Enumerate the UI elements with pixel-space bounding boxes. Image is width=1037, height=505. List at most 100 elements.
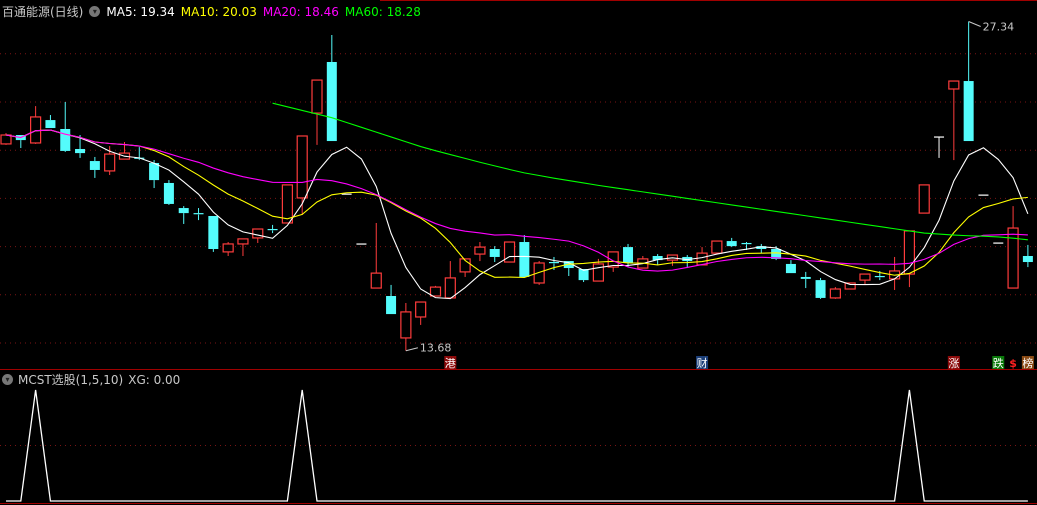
candle-body bbox=[785, 263, 796, 274]
candle bbox=[934, 136, 945, 158]
event-marker[interactable]: 跌 bbox=[992, 356, 1005, 370]
annotation-arrow-icon bbox=[405, 347, 418, 352]
candle bbox=[386, 284, 397, 315]
candle bbox=[637, 255, 649, 269]
candle-body bbox=[800, 276, 811, 279]
candle-body bbox=[548, 262, 559, 264]
candle-body bbox=[578, 269, 589, 281]
candle-body bbox=[341, 193, 352, 195]
candle-body bbox=[489, 249, 500, 257]
candle bbox=[756, 243, 767, 254]
candle-body bbox=[75, 148, 86, 154]
event-marker[interactable]: 港 bbox=[444, 356, 457, 370]
candle-body bbox=[267, 228, 278, 231]
event-marker-bg bbox=[444, 356, 457, 369]
candle-body bbox=[415, 301, 427, 318]
candle-body bbox=[429, 286, 442, 297]
candle bbox=[341, 193, 352, 195]
candle bbox=[178, 206, 189, 224]
candle-body bbox=[623, 247, 634, 263]
candle bbox=[370, 222, 382, 289]
ma10-label: MA10: 20.03 bbox=[180, 4, 257, 19]
candle bbox=[829, 287, 841, 299]
candle bbox=[356, 243, 367, 245]
xg-signal-line bbox=[6, 389, 1028, 502]
candle-body bbox=[222, 243, 234, 253]
event-marker[interactable]: 榜 bbox=[1021, 356, 1034, 370]
candle-body bbox=[193, 213, 204, 215]
candle bbox=[489, 246, 500, 263]
candle bbox=[296, 135, 308, 216]
candle-body bbox=[60, 128, 71, 151]
candle-body bbox=[30, 116, 42, 144]
candle-body bbox=[474, 246, 486, 255]
candle bbox=[60, 102, 71, 152]
chevron-down-circle-icon[interactable]: ▾ bbox=[89, 6, 101, 17]
event-marker-bg bbox=[947, 356, 960, 369]
candle bbox=[918, 184, 930, 214]
candle bbox=[429, 285, 442, 297]
candle bbox=[800, 271, 811, 289]
event-marker-bg bbox=[992, 356, 1005, 369]
candle-body bbox=[149, 162, 160, 181]
candle-body bbox=[519, 242, 530, 277]
ma20-line bbox=[5, 129, 1028, 272]
event-marker-bg bbox=[1021, 356, 1034, 369]
candle bbox=[503, 241, 516, 263]
candle bbox=[45, 115, 56, 129]
candle bbox=[193, 208, 204, 221]
candle bbox=[785, 260, 796, 274]
event-marker[interactable]: $ bbox=[1009, 357, 1017, 370]
candle-body bbox=[963, 81, 974, 142]
ma10-line bbox=[5, 129, 1028, 279]
candle-body bbox=[400, 311, 412, 339]
candle-body bbox=[163, 182, 174, 204]
candle bbox=[163, 180, 174, 205]
candle bbox=[30, 106, 42, 144]
event-marker-label: 涨 bbox=[948, 357, 959, 370]
candle bbox=[1022, 244, 1033, 268]
candle bbox=[978, 194, 989, 196]
candle-body bbox=[459, 258, 471, 273]
candle-body bbox=[592, 263, 605, 282]
candle-body bbox=[444, 277, 456, 299]
event-marker-label: 港 bbox=[445, 357, 456, 370]
candle bbox=[578, 269, 589, 283]
candle-body bbox=[771, 249, 782, 259]
candle bbox=[208, 215, 219, 252]
stock-title: 百通能源(日线) bbox=[2, 5, 84, 19]
indicator-header: ▾ MCST选股(1,5,10) XG: 0.00 bbox=[2, 371, 180, 388]
chart-header: 百通能源(日线) ▾ MA5: 19.34 MA10: 20.03 MA20: … bbox=[2, 3, 421, 20]
candle bbox=[815, 277, 826, 299]
candle-body bbox=[386, 296, 397, 315]
candle bbox=[844, 282, 856, 290]
candle bbox=[888, 256, 901, 290]
candle bbox=[859, 273, 871, 285]
candle-body bbox=[741, 242, 752, 245]
candle-body bbox=[756, 246, 767, 250]
candle bbox=[963, 21, 974, 142]
indicator-title: MCST选股(1,5,10) bbox=[18, 373, 124, 387]
candle bbox=[311, 79, 323, 145]
candle-body bbox=[978, 194, 989, 196]
candle-body bbox=[1022, 255, 1033, 263]
candle bbox=[993, 242, 1004, 244]
candle bbox=[1007, 206, 1019, 289]
event-marker-label: 榜 bbox=[1022, 356, 1033, 370]
candle-body bbox=[993, 242, 1004, 244]
candle bbox=[548, 256, 559, 270]
event-marker[interactable]: 财 bbox=[696, 356, 709, 370]
candle bbox=[222, 242, 234, 256]
candle-body bbox=[208, 215, 219, 250]
candle bbox=[281, 184, 293, 224]
candle-body bbox=[370, 272, 382, 289]
candle-body bbox=[89, 161, 100, 170]
candle bbox=[0, 133, 12, 145]
candle bbox=[89, 156, 100, 178]
candle-body bbox=[948, 80, 960, 90]
candle bbox=[726, 237, 737, 248]
chevron-down-circle-icon[interactable]: ▾ bbox=[2, 374, 13, 385]
event-marker[interactable]: 涨 bbox=[947, 356, 960, 370]
ma20-label: MA20: 18.46 bbox=[262, 4, 339, 19]
